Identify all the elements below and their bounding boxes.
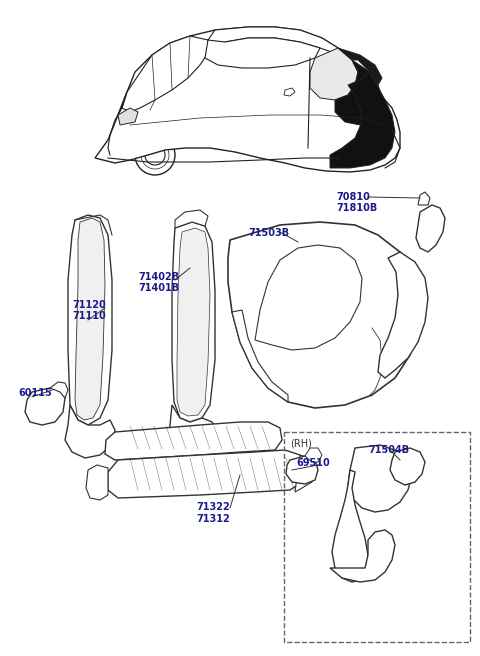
Polygon shape bbox=[50, 382, 68, 398]
Text: 69510: 69510 bbox=[296, 458, 330, 468]
Polygon shape bbox=[208, 27, 358, 72]
Polygon shape bbox=[168, 405, 218, 455]
Polygon shape bbox=[105, 422, 282, 460]
Polygon shape bbox=[284, 88, 295, 96]
Polygon shape bbox=[177, 228, 210, 416]
Polygon shape bbox=[335, 60, 382, 125]
Polygon shape bbox=[232, 310, 288, 402]
Polygon shape bbox=[295, 455, 315, 492]
Polygon shape bbox=[75, 218, 105, 420]
Polygon shape bbox=[86, 465, 108, 500]
Polygon shape bbox=[305, 448, 322, 462]
Circle shape bbox=[135, 135, 175, 175]
Polygon shape bbox=[286, 456, 318, 484]
Polygon shape bbox=[228, 222, 420, 408]
Text: 71810B: 71810B bbox=[336, 203, 377, 213]
Polygon shape bbox=[378, 252, 428, 378]
Text: 71110: 71110 bbox=[72, 311, 106, 321]
Polygon shape bbox=[205, 38, 320, 68]
Text: 71402B: 71402B bbox=[138, 272, 179, 282]
Polygon shape bbox=[338, 48, 382, 85]
Polygon shape bbox=[68, 215, 112, 425]
Polygon shape bbox=[330, 530, 395, 582]
Polygon shape bbox=[118, 108, 138, 125]
Polygon shape bbox=[332, 470, 368, 582]
Polygon shape bbox=[172, 222, 215, 422]
Polygon shape bbox=[310, 48, 358, 100]
Polygon shape bbox=[25, 388, 65, 425]
Text: 71322: 71322 bbox=[196, 502, 230, 512]
Text: 71401B: 71401B bbox=[138, 283, 179, 293]
Polygon shape bbox=[390, 448, 425, 485]
Polygon shape bbox=[65, 405, 115, 458]
Text: 71120: 71120 bbox=[72, 300, 106, 310]
Text: 71503B: 71503B bbox=[248, 228, 289, 238]
Polygon shape bbox=[175, 210, 208, 228]
Polygon shape bbox=[348, 445, 412, 512]
Polygon shape bbox=[95, 27, 400, 172]
Polygon shape bbox=[416, 205, 445, 252]
Text: 71312: 71312 bbox=[196, 514, 230, 524]
Polygon shape bbox=[108, 450, 305, 498]
Text: 71504B: 71504B bbox=[368, 445, 409, 455]
Polygon shape bbox=[418, 192, 430, 205]
Text: 60115: 60115 bbox=[18, 388, 52, 398]
Text: (RH): (RH) bbox=[290, 438, 312, 448]
Circle shape bbox=[338, 128, 378, 168]
Polygon shape bbox=[255, 245, 362, 350]
Polygon shape bbox=[122, 36, 210, 112]
Bar bbox=[284, 432, 470, 642]
Text: 70810: 70810 bbox=[336, 192, 370, 202]
Polygon shape bbox=[330, 72, 395, 168]
